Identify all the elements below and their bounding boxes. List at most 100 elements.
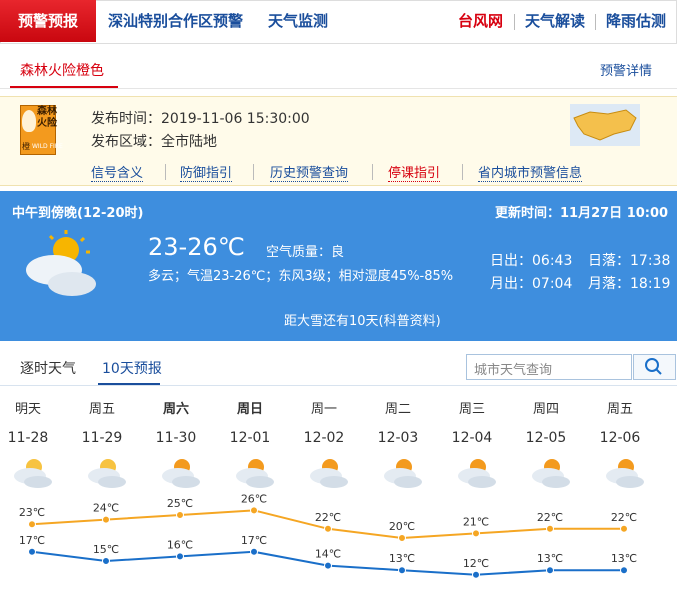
alert-link[interactable]: 信号含义: [91, 162, 144, 182]
tab-underline: [98, 383, 160, 385]
cloud: [468, 476, 496, 488]
temp-point: [472, 570, 480, 579]
temp-label: 13℃: [389, 552, 415, 565]
search-placeholder: 城市天气查询: [474, 363, 553, 378]
forecast-tab[interactable]: 10天预报: [102, 361, 162, 377]
temp-label: 17℃: [241, 534, 267, 547]
date: 12-03: [378, 430, 419, 446]
weekday: 周日: [237, 402, 263, 417]
weekday: 周四: [533, 402, 559, 417]
temp-point: [102, 557, 110, 565]
alert-time: 发布时间：2019-11-06 15:30:00: [91, 111, 310, 127]
temp-label: 15℃: [93, 543, 119, 556]
date: 11-28: [8, 430, 49, 446]
moonrise: 月出：07:04: [490, 276, 573, 292]
temp-label: 22℃: [315, 511, 341, 524]
alert-title[interactable]: 森林火险橙色: [20, 63, 104, 79]
temp-point: [176, 511, 184, 519]
description: 多云；气温23-26℃；东风3级；相对湿度45%-85%: [148, 269, 454, 284]
search-input[interactable]: [466, 354, 632, 380]
temp-point: [472, 529, 480, 538]
day-icon: [310, 459, 348, 488]
alert-link[interactable]: 停课指引: [388, 162, 441, 182]
divider: [0, 88, 677, 89]
temp-point: [620, 566, 628, 575]
day-icon: [532, 459, 570, 488]
cloud: [172, 476, 200, 488]
fire-shape: [22, 110, 36, 132]
temp-point: [28, 547, 36, 556]
nav-tab[interactable]: 预警预报: [0, 0, 97, 42]
nav-link[interactable]: 天气解读: [525, 12, 586, 30]
temp-point: [102, 515, 110, 524]
nav-tab[interactable]: 深汕特别合作区预警: [108, 12, 244, 30]
day-icon: [606, 459, 644, 488]
temp-label: 22℃: [537, 511, 563, 524]
temp-point: [546, 566, 554, 575]
weekday: 周五: [89, 402, 115, 417]
date: 12-04: [452, 430, 493, 446]
temp-point: [28, 520, 36, 529]
search-button[interactable]: [633, 354, 676, 380]
temp-label: 14℃: [315, 548, 341, 561]
cloud: [246, 476, 274, 488]
alert-link[interactable]: 历史预警查询: [270, 162, 349, 182]
nav-link[interactable]: 降雨估测: [606, 12, 667, 30]
cloud: [320, 476, 348, 488]
temp-point: [250, 506, 258, 515]
search-icon: [645, 358, 662, 375]
sunset: 日落：17:38: [588, 253, 671, 269]
temperature: 23-26℃: [148, 233, 245, 261]
separator: [372, 164, 373, 180]
temp-label: 23℃: [19, 506, 45, 519]
alert-detail[interactable]: 预警详情: [600, 64, 653, 79]
icon-text: 火险: [37, 118, 57, 129]
temp-label: 24℃: [93, 502, 119, 515]
separator: [514, 14, 515, 30]
date: 12-05: [526, 430, 567, 446]
weather-icon: [26, 230, 96, 296]
alert-link[interactable]: 防御指引: [180, 162, 233, 182]
nav-link[interactable]: 台风网: [458, 12, 504, 30]
alert-area: 发布区域：全市陆地: [91, 134, 217, 150]
weekday: 周六: [163, 401, 189, 417]
weekday: 周三: [459, 402, 485, 417]
sun-rays: [48, 230, 90, 254]
alert-link[interactable]: 省内城市预警信息: [478, 162, 583, 182]
separator: [595, 14, 596, 30]
forecast-tab[interactable]: 逐时天气: [20, 361, 76, 377]
temp-point: [250, 547, 258, 556]
day-icon: [14, 459, 52, 488]
weekday: 周二: [385, 402, 411, 417]
day-icon: [162, 459, 200, 488]
top-nav: [0, 0, 677, 44]
icon-level: 橙: [22, 142, 30, 151]
divider: [0, 385, 677, 386]
temp-label: 16℃: [167, 538, 193, 551]
day-icon: [384, 459, 422, 488]
solar-term[interactable]: 距大雪还有10天(科普资料): [284, 314, 441, 329]
date: 12-02: [304, 430, 345, 446]
temp-label: 26℃: [241, 492, 267, 505]
icon-text: 森林: [37, 106, 57, 117]
date: 11-29: [82, 430, 123, 446]
updated: 更新时间：11月27日 10:00: [495, 206, 669, 221]
weather-panel: [0, 191, 677, 341]
date: 12-06: [600, 430, 641, 446]
alert-box: [0, 96, 677, 186]
day-icon: [458, 459, 496, 488]
temp-label: 17℃: [19, 534, 45, 547]
temp-label: 21℃: [463, 515, 489, 528]
date: 11-30: [156, 430, 197, 446]
forecast-chart: 明天 11-28 周五 11-29 周六 11-30 周日 12-01 周一 12-02 周二 12-…: [8, 401, 644, 579]
temp-label: 12℃: [463, 557, 489, 570]
nav-tab[interactable]: 天气监测: [268, 12, 329, 30]
icon-en: WILD FIRE: [32, 143, 63, 150]
day-icon: [88, 459, 126, 488]
separator: [253, 164, 254, 180]
cloud: [24, 476, 52, 488]
separator: [462, 164, 463, 180]
temp-point: [324, 524, 332, 533]
sunrise: 日出：06:43: [490, 253, 573, 269]
